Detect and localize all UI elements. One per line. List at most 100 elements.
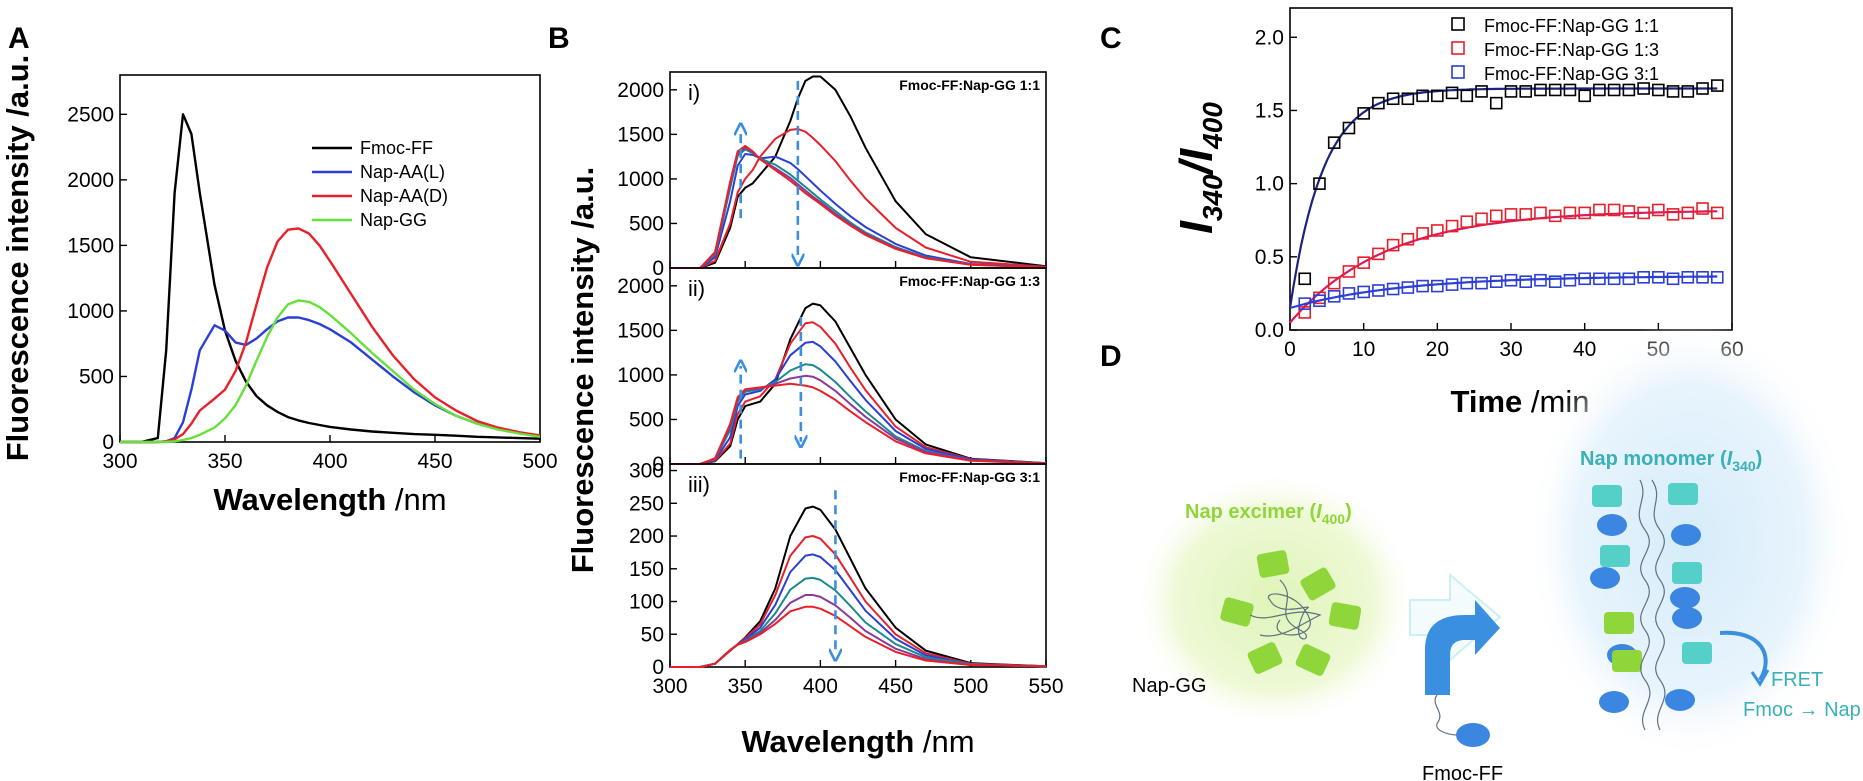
data-point xyxy=(1534,273,1547,287)
x-axis-title: Wavelength /nm xyxy=(741,724,974,759)
legend-label: Nap-AA(D) xyxy=(360,186,448,206)
x-tick-label: 20 xyxy=(1426,338,1449,361)
data-point xyxy=(1504,273,1518,287)
x-tick-label: 0 xyxy=(1284,338,1296,361)
data-point xyxy=(1681,206,1695,220)
data-point xyxy=(1313,294,1326,308)
data-point xyxy=(1342,121,1356,135)
data-point xyxy=(1342,265,1356,278)
data-point xyxy=(1416,89,1429,103)
monomer-stack xyxy=(1590,479,1712,731)
data-point xyxy=(1401,92,1415,106)
fmoc-entry-arrow xyxy=(1425,600,1500,695)
fmoc-blob xyxy=(1456,723,1490,747)
y-tick-label: 500 xyxy=(629,212,664,235)
data-point xyxy=(1548,209,1562,223)
data-point xyxy=(1460,215,1474,228)
y-tick-label: 1.5 xyxy=(1255,99,1284,122)
fmoc-tail xyxy=(1434,694,1459,736)
data-point xyxy=(1681,85,1695,98)
y-tick-label: 1500 xyxy=(67,234,114,257)
x-tick-label: 500 xyxy=(953,675,988,698)
data-point xyxy=(1460,276,1474,290)
legend-swatch xyxy=(1451,41,1465,55)
y-tick-label: 0 xyxy=(652,453,664,476)
excimer-glow xyxy=(1132,470,1418,730)
subplot-label: Fmoc-FF:Nap-GG 3:1 xyxy=(899,469,1040,485)
subplot-label: Fmoc-FF:Nap-GG 1:1 xyxy=(899,77,1040,93)
y-tick-label: 1.0 xyxy=(1255,173,1284,196)
y-tick-label: 50 xyxy=(641,623,664,646)
y-tick-label: 500 xyxy=(629,408,664,431)
y-axis-title: Fluorescence intensity /a.u. xyxy=(565,167,600,574)
data-point xyxy=(1607,272,1621,286)
data-point xyxy=(1548,83,1562,97)
data-point xyxy=(1327,136,1341,149)
data-point xyxy=(1681,271,1695,284)
series-line xyxy=(670,302,1047,465)
legend-label: Fmoc-FF xyxy=(360,138,433,158)
fret-arrow xyxy=(1719,630,1768,682)
data-point xyxy=(1652,83,1665,97)
data-point xyxy=(1637,82,1650,95)
data-point xyxy=(1298,297,1312,310)
data-point xyxy=(1666,85,1680,98)
y-axis-title: Fluorescence intensity /a.u. xyxy=(0,55,35,462)
x-tick-label: 500 xyxy=(522,450,557,473)
data-point xyxy=(1637,206,1650,220)
data-point xyxy=(1666,272,1680,286)
fmocff-label: Fmoc-FF xyxy=(1422,763,1503,781)
chart-b: 0 500 1000 1500 2000 i) Fmoc-FF:Nap-GG 1:1 0 500… xyxy=(565,71,1064,759)
y-tick-label: 0.5 xyxy=(1255,246,1284,269)
y-tick-label: 1000 xyxy=(617,364,664,387)
series-line xyxy=(670,75,1047,269)
y-tick-label: 2000 xyxy=(67,169,114,192)
data-point xyxy=(1534,83,1547,97)
data-point xyxy=(1578,89,1591,103)
x-tick-label: 300 xyxy=(652,675,687,698)
excimer-cluster xyxy=(1220,550,1362,676)
data-point xyxy=(1475,276,1488,290)
y-tick-label: 1000 xyxy=(617,168,664,191)
data-point xyxy=(1519,208,1533,221)
legend-label: Fmoc-FF:Nap-GG 1:1 xyxy=(1484,16,1659,36)
subplot-index: iii) xyxy=(688,472,710,497)
series-line xyxy=(670,340,1047,465)
series-line xyxy=(670,321,1047,465)
y-tick-label: 1500 xyxy=(617,319,664,342)
y-tick-label: 2000 xyxy=(617,79,664,102)
plot-frame xyxy=(669,463,1047,668)
data-point xyxy=(1431,89,1444,103)
y-tick-label: 150 xyxy=(629,558,664,581)
y-tick-label: 1500 xyxy=(617,123,664,146)
data-point xyxy=(1372,247,1385,261)
data-point xyxy=(1622,272,1636,286)
y-axis-title: I340/I400 xyxy=(1170,102,1228,234)
diagram-d: Nap excimer (I400) Nap monomer (I340) Na… xyxy=(1132,318,1861,781)
legend-label: Nap-AA(L) xyxy=(360,162,445,182)
y-tick-label: 2.0 xyxy=(1255,26,1284,49)
x-tick-label: 400 xyxy=(803,675,838,698)
y-tick-label: 0 xyxy=(652,257,664,280)
y-tick-label: 0.0 xyxy=(1255,319,1284,342)
data-point xyxy=(1357,285,1370,299)
series-line xyxy=(670,505,1047,668)
series-line xyxy=(670,148,1047,269)
subplot-index: ii) xyxy=(688,276,705,301)
y-tick-label: 2500 xyxy=(67,103,114,126)
data-point xyxy=(1313,177,1326,190)
data-point xyxy=(1710,79,1724,92)
data-point xyxy=(1637,271,1650,284)
legend-label: Fmoc-FF:Nap-GG 1:3 xyxy=(1484,40,1659,60)
data-point xyxy=(1386,238,1400,252)
x-tick-label: 550 xyxy=(1028,675,1063,698)
fret-detail: Fmoc → Nap xyxy=(1743,699,1861,721)
panel-label-b: B xyxy=(548,22,570,55)
y-tick-label: 2000 xyxy=(617,275,664,298)
panel-label-c: C xyxy=(1100,22,1122,55)
y-tick-label: 200 xyxy=(629,525,664,548)
legend-label: Nap-GG xyxy=(360,210,427,230)
subplot-index: i) xyxy=(688,80,700,105)
x-tick-label: 450 xyxy=(417,450,452,473)
data-point xyxy=(1563,273,1577,287)
